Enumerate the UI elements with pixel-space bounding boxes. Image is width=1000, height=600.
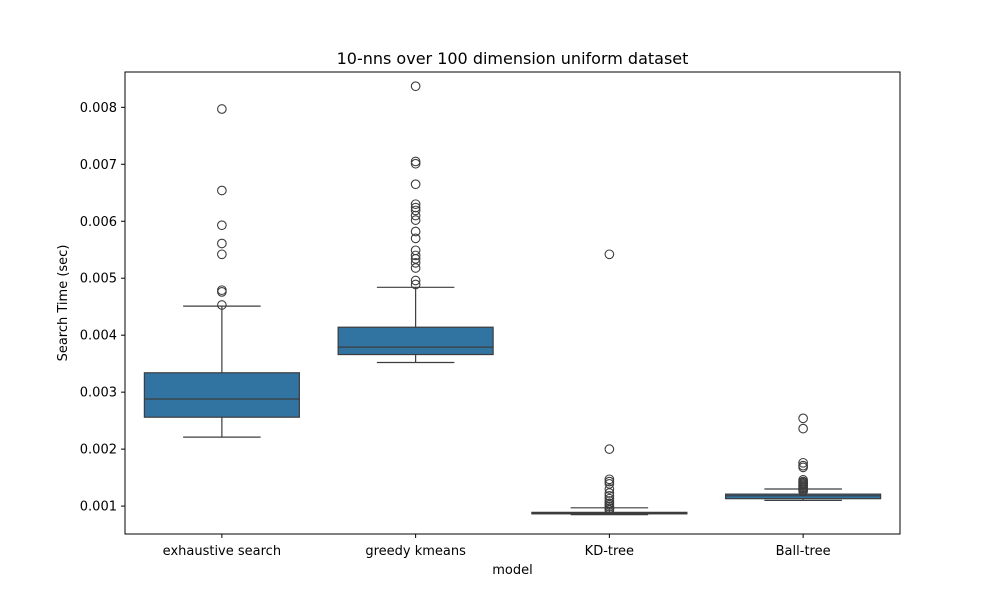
outlier-point <box>604 479 615 489</box>
y-tick-label: 0.002 <box>80 443 117 458</box>
iqr-box <box>143 372 300 418</box>
outlier-point <box>410 179 421 190</box>
chart-title: 10-nns over 100 dimension uniform datase… <box>337 49 689 68</box>
outlier-point <box>410 250 421 261</box>
outlier-point <box>604 476 615 487</box>
outlier-point <box>410 245 421 256</box>
y-tick-label: 0.004 <box>80 329 117 344</box>
outlier-point <box>798 460 808 471</box>
outlier-point <box>604 249 615 260</box>
outlier-point <box>410 202 421 213</box>
outlier-point <box>410 275 421 286</box>
x-axis: exhaustive search greedy kmeans KD-tree Bal… <box>163 534 831 559</box>
y-axis: 0.001 0.002 0.003 0.004 0.005 0.006 0.007 0.008 <box>80 101 125 515</box>
outlier-point <box>217 249 227 260</box>
outlier-point <box>217 238 227 249</box>
box-group <box>337 81 494 364</box>
outlier-point <box>217 300 227 310</box>
outlier-point <box>217 185 227 196</box>
iqr-box <box>337 326 494 356</box>
y-axis-label: Search Time (sec) <box>56 245 71 362</box>
y-tick-label: 0.005 <box>80 272 117 287</box>
outlier-point <box>410 205 421 216</box>
outlier-point <box>217 220 227 231</box>
outlier-point <box>410 156 421 167</box>
y-tick-label: 0.001 <box>80 500 117 515</box>
outlier-point <box>604 493 615 504</box>
y-tick-label: 0.007 <box>80 158 117 173</box>
outlier-point <box>410 233 421 244</box>
outlier-point <box>410 215 421 225</box>
outlier-point <box>798 475 808 485</box>
boxes-layer <box>143 81 882 516</box>
x-tick-label: exhaustive search <box>163 544 281 559</box>
outlier-point <box>410 81 421 92</box>
y-tick-label: 0.008 <box>80 101 117 116</box>
outlier-point <box>410 158 421 169</box>
outlier-point <box>798 423 808 434</box>
outlier-point <box>604 496 615 506</box>
box-group <box>725 413 882 501</box>
outlier-point <box>798 457 808 468</box>
x-tick-label: Ball-tree <box>776 544 831 559</box>
x-tick-label: KD-tree <box>585 544 634 559</box>
outlier-point <box>410 279 421 290</box>
outlier-point <box>604 444 615 454</box>
outlier-point <box>410 257 421 268</box>
x-tick-label: greedy kmeans <box>365 544 466 559</box>
box-group <box>143 104 300 438</box>
outlier-point <box>217 104 227 114</box>
outlier-point <box>410 199 421 210</box>
y-tick-label: 0.006 <box>80 215 117 230</box>
outlier-point <box>798 413 808 424</box>
outlier-point <box>217 285 227 296</box>
y-tick-label: 0.003 <box>80 386 117 401</box>
box-group <box>531 249 688 516</box>
outlier-point <box>604 490 615 501</box>
x-axis-label: model <box>492 563 532 578</box>
outlier-point <box>604 498 615 509</box>
plot-frame <box>124 71 901 535</box>
outlier-point <box>604 484 615 494</box>
outlier-point <box>410 226 421 237</box>
outlier-point <box>604 474 615 485</box>
outlier-point <box>410 210 421 221</box>
